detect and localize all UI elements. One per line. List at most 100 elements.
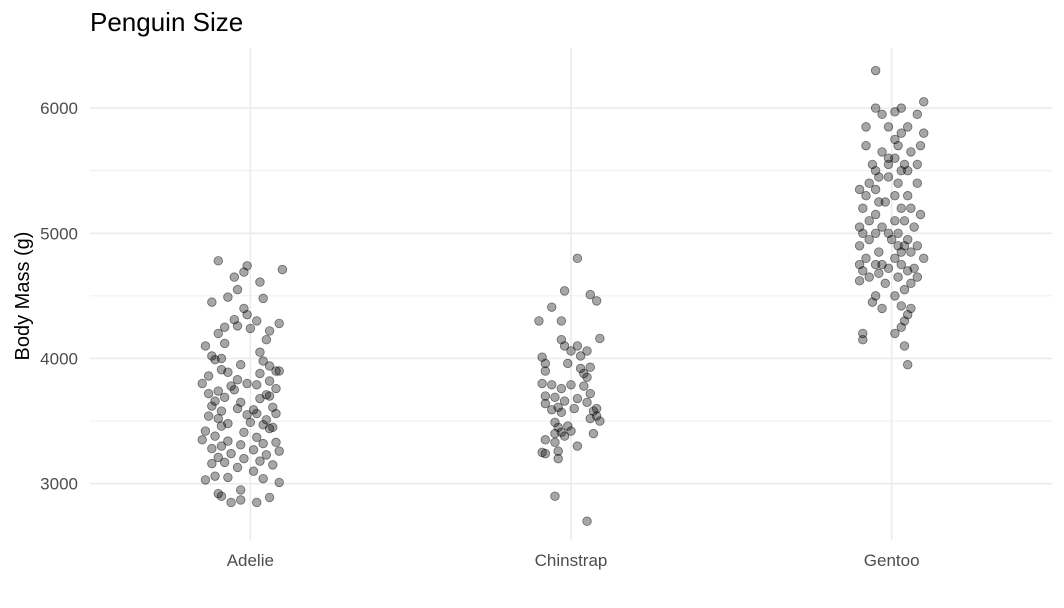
data-point	[210, 396, 220, 406]
data-point	[556, 383, 567, 394]
data-point	[252, 408, 262, 419]
data-point	[210, 355, 220, 365]
data-point	[903, 191, 913, 201]
data-point	[877, 222, 887, 232]
data-point	[893, 228, 903, 238]
data-point	[271, 366, 281, 376]
data-point	[585, 289, 595, 300]
data-point	[277, 264, 288, 275]
data-point	[556, 316, 567, 326]
data-point	[874, 197, 884, 207]
data-point	[569, 403, 579, 414]
data-point	[232, 403, 243, 414]
data-point	[248, 466, 259, 476]
data-point	[861, 140, 871, 151]
data-point	[255, 393, 265, 404]
data-point	[893, 178, 903, 188]
data-point	[203, 411, 214, 421]
y-tick-label: 6000	[40, 99, 78, 118]
data-point	[216, 441, 227, 451]
data-point	[906, 247, 916, 257]
data-point	[255, 456, 265, 466]
data-point	[550, 417, 560, 428]
data-point	[572, 393, 583, 404]
data-point	[903, 266, 913, 276]
data-point	[264, 361, 275, 371]
data-point	[207, 458, 217, 469]
data-point	[854, 241, 865, 251]
data-point	[540, 435, 551, 445]
x-tick-label: Chinstrap	[535, 551, 608, 570]
data-point	[595, 416, 605, 426]
data-point	[880, 278, 890, 289]
data-point	[210, 471, 220, 481]
data-point	[858, 228, 868, 238]
data-point	[874, 247, 884, 257]
data-point	[912, 178, 923, 188]
data-point	[563, 421, 573, 431]
data-point	[197, 435, 207, 445]
y-tick-label: 4000	[40, 349, 78, 368]
data-point	[883, 172, 894, 182]
data-point	[207, 443, 217, 454]
data-point	[550, 428, 560, 439]
data-point	[219, 457, 230, 468]
data-point	[579, 368, 589, 379]
data-point	[223, 436, 233, 446]
data-point	[877, 109, 887, 120]
data-point	[261, 415, 272, 425]
data-point	[867, 297, 878, 307]
data-point	[274, 366, 284, 376]
data-point	[854, 184, 865, 195]
data-point	[255, 368, 265, 379]
data-point	[239, 427, 249, 438]
data-point	[236, 360, 246, 370]
data-point	[877, 303, 887, 314]
data-point	[197, 378, 207, 389]
data-point	[870, 184, 881, 195]
data-point	[550, 491, 560, 501]
data-point	[870, 259, 881, 270]
data-point	[893, 241, 903, 251]
data-point	[886, 234, 897, 245]
data-point	[591, 403, 602, 414]
x-tick-label: Adelie	[227, 551, 274, 570]
data-point	[919, 128, 929, 138]
data-point	[899, 284, 910, 295]
data-point	[915, 209, 926, 220]
data-point	[229, 272, 240, 282]
data-point	[572, 341, 583, 351]
data-point	[582, 372, 592, 382]
data-point	[261, 334, 272, 345]
data-point	[575, 363, 586, 374]
data-point	[200, 426, 211, 436]
data-point	[896, 203, 906, 213]
data-point	[912, 109, 923, 120]
data-point	[274, 318, 284, 329]
data-point	[870, 65, 881, 76]
data-point	[890, 291, 900, 301]
data-point	[213, 488, 223, 499]
data-point	[537, 378, 547, 389]
data-point	[226, 381, 236, 391]
data-point	[896, 165, 906, 176]
data-point	[226, 497, 236, 508]
data-point	[899, 341, 910, 351]
data-point	[232, 284, 243, 295]
data-point	[893, 140, 903, 151]
data-point	[219, 322, 230, 332]
data-point	[867, 159, 878, 170]
data-point	[912, 241, 923, 251]
data-point	[207, 297, 217, 307]
data-point	[585, 413, 595, 424]
data-point	[550, 437, 560, 448]
data-point	[896, 259, 906, 270]
data-point	[200, 475, 211, 485]
data-point	[268, 460, 278, 470]
data-point	[858, 203, 868, 213]
data-point	[210, 431, 220, 441]
data-point	[563, 358, 573, 369]
data-point	[232, 462, 243, 473]
data-point	[271, 437, 281, 448]
